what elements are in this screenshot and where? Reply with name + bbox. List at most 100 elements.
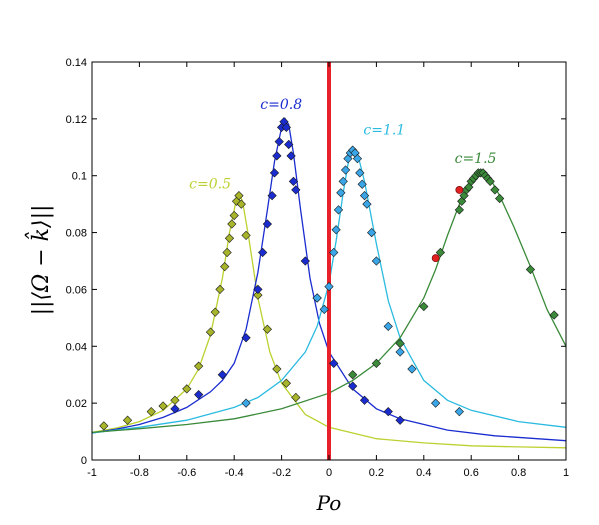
data-point-marker bbox=[281, 378, 291, 388]
data-point-marker bbox=[253, 284, 263, 295]
data-point-marker bbox=[359, 190, 370, 201]
y-tick-label: 0.14 bbox=[66, 57, 87, 69]
x-tick-label: 1 bbox=[563, 467, 569, 479]
y-tick-label: 0.02 bbox=[66, 398, 87, 410]
data-point-marker bbox=[284, 139, 294, 150]
data-point-marker bbox=[357, 179, 367, 189]
y-tick-label: 0 bbox=[81, 455, 87, 467]
data-point-marker bbox=[340, 165, 351, 175]
data-point-marker bbox=[367, 227, 377, 238]
data-point-marker bbox=[333, 205, 344, 215]
data-point-marker bbox=[355, 168, 365, 178]
data-point-marker bbox=[395, 347, 405, 357]
data-point-marker bbox=[267, 190, 277, 201]
y-tick-label: 0.06 bbox=[66, 284, 87, 296]
data-point-marker bbox=[362, 199, 372, 209]
data-point-marker bbox=[457, 196, 467, 206]
data-point-marker bbox=[395, 415, 405, 425]
y-tick-label: 0.12 bbox=[66, 114, 87, 126]
data-point-marker bbox=[274, 136, 284, 147]
data-point-marker bbox=[288, 176, 299, 187]
data-point-marker bbox=[194, 389, 204, 400]
series-label: c=1.5 bbox=[455, 151, 497, 167]
series-label: c=0.8 bbox=[260, 97, 302, 113]
data-point-marker bbox=[99, 421, 109, 431]
highlight-point-marker bbox=[431, 254, 440, 263]
y-tick-label: 0.04 bbox=[66, 341, 87, 353]
data-point-marker bbox=[170, 404, 180, 414]
markers-layer bbox=[99, 117, 559, 431]
data-point-marker bbox=[281, 122, 291, 133]
data-point-marker bbox=[146, 407, 156, 417]
data-point-marker bbox=[348, 381, 358, 391]
data-point-marker bbox=[222, 247, 232, 258]
data-point-marker bbox=[383, 321, 393, 332]
data-point-marker bbox=[419, 301, 429, 312]
data-point-marker bbox=[407, 364, 417, 374]
data-point-marker bbox=[395, 338, 405, 349]
data-point-marker bbox=[291, 185, 301, 195]
data-point-marker bbox=[459, 190, 469, 201]
x-tick-label: 0.6 bbox=[464, 467, 479, 479]
x-tick-label: -0.6 bbox=[177, 467, 196, 479]
data-point-marker bbox=[194, 361, 204, 371]
data-point-marker bbox=[224, 233, 235, 243]
data-point-marker bbox=[262, 219, 273, 229]
data-point-marker bbox=[241, 230, 251, 241]
data-point-marker bbox=[272, 364, 282, 374]
data-point-marker bbox=[352, 154, 363, 164]
data-point-marker bbox=[319, 304, 329, 314]
data-point-marker bbox=[485, 176, 495, 187]
x-tick-label: -1 bbox=[87, 467, 97, 479]
data-point-marker bbox=[338, 176, 348, 187]
series-label: c=0.5 bbox=[189, 177, 231, 193]
data-point-marker bbox=[227, 219, 237, 229]
data-point-marker bbox=[525, 264, 536, 275]
data-point-marker bbox=[269, 168, 280, 178]
x-tick-label: 0.2 bbox=[369, 467, 384, 479]
data-point-marker bbox=[343, 154, 353, 164]
data-point-marker bbox=[329, 358, 339, 368]
y-tick-label: 0.1 bbox=[72, 171, 87, 183]
data-point-marker bbox=[371, 256, 382, 266]
highlight-point-marker bbox=[455, 186, 464, 194]
data-point-marker bbox=[253, 290, 263, 300]
series-label: c=1.1 bbox=[363, 122, 405, 138]
data-point-marker bbox=[312, 293, 322, 303]
data-point-marker bbox=[331, 225, 341, 235]
curves-layer bbox=[91, 62, 567, 460]
data-point-marker bbox=[205, 327, 216, 337]
data-point-marker bbox=[359, 395, 370, 405]
y-tick-label: 0.08 bbox=[66, 228, 87, 240]
data-point-marker bbox=[454, 205, 464, 215]
y-axis-title: ||⟨Ω − k̂⟩|| bbox=[25, 205, 54, 316]
data-point-marker bbox=[549, 310, 559, 320]
x-tick-label: -0.8 bbox=[130, 467, 149, 479]
x-tick-label: -0.4 bbox=[225, 467, 244, 479]
data-point-marker bbox=[220, 262, 230, 272]
data-point-marker bbox=[431, 398, 441, 408]
data-point-marker bbox=[236, 199, 246, 209]
data-point-marker bbox=[336, 188, 346, 198]
data-point-marker bbox=[241, 398, 251, 408]
axes-layer: -1 -0.8 -0.6 -0.4 -0.2 0 0.2 0.4 0.6 0.8 1 0 0.02 0.0… bbox=[66, 57, 569, 479]
data-point-marker bbox=[229, 210, 239, 221]
series-curve-2 bbox=[91, 145, 567, 434]
data-point-marker bbox=[272, 151, 282, 161]
data-point-marker bbox=[122, 415, 133, 425]
x-tick-label: 0.4 bbox=[416, 467, 431, 479]
series-labels-layer: c=0.5 c=0.8 c=1.1 c=1.5 bbox=[189, 97, 496, 193]
data-point-marker bbox=[324, 281, 334, 292]
data-point-marker bbox=[454, 407, 464, 417]
data-point-marker bbox=[241, 333, 251, 343]
data-point-marker bbox=[215, 284, 225, 295]
data-point-marker bbox=[490, 185, 500, 195]
x-tick-label: 0.8 bbox=[511, 467, 526, 479]
data-point-marker bbox=[210, 307, 220, 317]
series-curve-3 bbox=[91, 172, 567, 434]
data-point-marker bbox=[495, 193, 505, 204]
data-point-marker bbox=[286, 151, 296, 161]
data-point-marker bbox=[234, 190, 244, 201]
data-point-marker bbox=[217, 370, 227, 380]
x-tick-label: -0.2 bbox=[272, 467, 291, 479]
